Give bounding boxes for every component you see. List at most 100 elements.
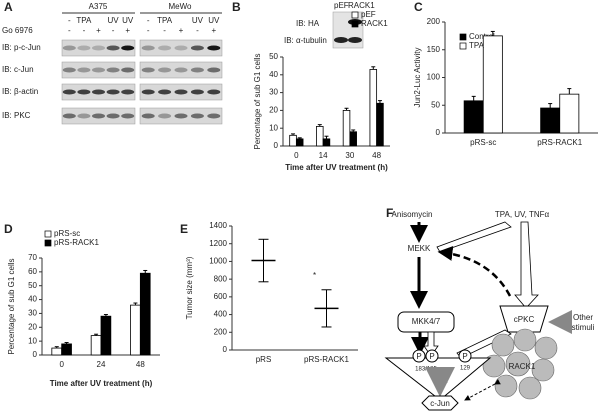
node-label: MKK4/7	[412, 317, 441, 326]
legend-swatch	[44, 239, 52, 247]
cell-line: MeWo	[169, 2, 193, 11]
y-tick-label: 600	[214, 292, 228, 301]
band	[141, 113, 155, 119]
phospho	[458, 349, 472, 363]
bar	[61, 343, 72, 356]
band	[92, 113, 105, 119]
band	[77, 67, 91, 73]
dashed-arrow	[464, 379, 501, 401]
panel-letter: B	[232, 0, 241, 14]
phospho-label: P	[429, 352, 434, 361]
y-tick-label: 0	[274, 141, 279, 150]
legend-label: Control	[469, 32, 495, 41]
phospho	[412, 349, 426, 363]
band	[92, 67, 105, 73]
x-tick-label: 0	[59, 360, 64, 369]
hollow-arrow	[436, 221, 512, 253]
y-axis-title: Percentage of sub G1 cells	[7, 258, 16, 354]
band	[174, 89, 188, 95]
bar	[139, 272, 151, 356]
lane-label: UV	[192, 16, 204, 25]
cell-line: A375	[89, 2, 108, 11]
band	[158, 67, 172, 73]
band	[121, 89, 135, 95]
bar	[51, 347, 63, 356]
bar	[482, 35, 503, 134]
band	[348, 37, 362, 43]
y-tick-label: 100	[427, 73, 441, 82]
y-tick-label: 50	[28, 281, 37, 290]
lane-label: UV	[108, 16, 120, 25]
band	[62, 113, 76, 119]
y-tick-label: 800	[214, 274, 228, 283]
y-tick-label: 1400	[209, 221, 227, 230]
band	[121, 113, 135, 119]
inset-row: IB: α-tubulin	[284, 36, 327, 45]
y-tick-label: 0	[33, 350, 38, 359]
legend-label: pRS-sc	[54, 229, 80, 238]
inset-lane: RACK1	[348, 1, 375, 10]
band	[207, 113, 221, 119]
node-label: Anisomycin	[392, 210, 433, 219]
node-label: TPA, UV, TNFα	[495, 210, 550, 219]
row-label: IB: p-c-Jun	[2, 43, 41, 52]
y-tick-label: 0	[223, 345, 228, 354]
bar	[342, 110, 351, 147]
lane-label: +	[179, 26, 184, 35]
inhibitor-label: Go 6976	[2, 26, 33, 35]
bar	[295, 138, 304, 147]
band	[77, 89, 91, 95]
band	[190, 67, 204, 73]
site-label: 183/185	[415, 367, 437, 373]
y-tick-label: 50	[431, 100, 440, 109]
node-shape	[421, 395, 459, 411]
x-tick-label: 0	[294, 151, 299, 160]
blot-strip	[139, 39, 223, 57]
node-label: RACK1	[509, 362, 536, 371]
lane-label: -	[147, 26, 150, 35]
site-label: 129	[460, 366, 471, 372]
bar	[289, 134, 297, 147]
node-label: Other	[573, 313, 593, 322]
band	[207, 89, 221, 95]
lane-label: UV	[122, 16, 134, 25]
blot-strip	[61, 61, 136, 79]
band	[62, 45, 76, 51]
y-tick-label: 0	[436, 128, 441, 137]
lane-label: -	[83, 26, 86, 35]
rack1-cluster	[482, 328, 558, 400]
inset-blot	[332, 11, 364, 49]
x-tick-label: 24	[97, 360, 106, 369]
lane-label: -	[147, 16, 150, 25]
lane-label: UV	[208, 16, 220, 25]
legend-swatch	[44, 230, 52, 238]
band	[141, 89, 155, 95]
y-tick-label: 20	[28, 322, 37, 331]
y-tick-label: 150	[427, 45, 441, 54]
band	[158, 89, 172, 95]
lane-label: +	[125, 26, 130, 35]
legend-label: pEF	[361, 10, 376, 19]
lane-label: -	[68, 26, 71, 35]
x-tick-label: 48	[136, 360, 145, 369]
row-label: IB: β-actin	[2, 87, 38, 96]
bar	[322, 138, 331, 147]
inset: pEF RACK1 IB: HA IB: α-tubulin	[284, 1, 375, 49]
panel-letter: F	[386, 206, 393, 220]
band	[190, 89, 204, 95]
band	[62, 67, 76, 73]
node-label: JNK	[432, 376, 448, 385]
x-tick-label: 14	[319, 151, 328, 160]
inset-row: IB: HA	[296, 19, 320, 28]
x-tick-label: 30	[345, 151, 354, 160]
bar	[349, 131, 357, 147]
y-tick-label: 400	[214, 310, 228, 319]
band	[190, 113, 204, 119]
lane-label: -	[163, 26, 166, 35]
hollow-arrow	[514, 221, 539, 309]
band	[174, 67, 188, 73]
panel-letter: E	[180, 222, 188, 236]
node-shape	[499, 305, 549, 333]
band	[106, 113, 120, 119]
y-tick-label: 1000	[209, 257, 227, 266]
